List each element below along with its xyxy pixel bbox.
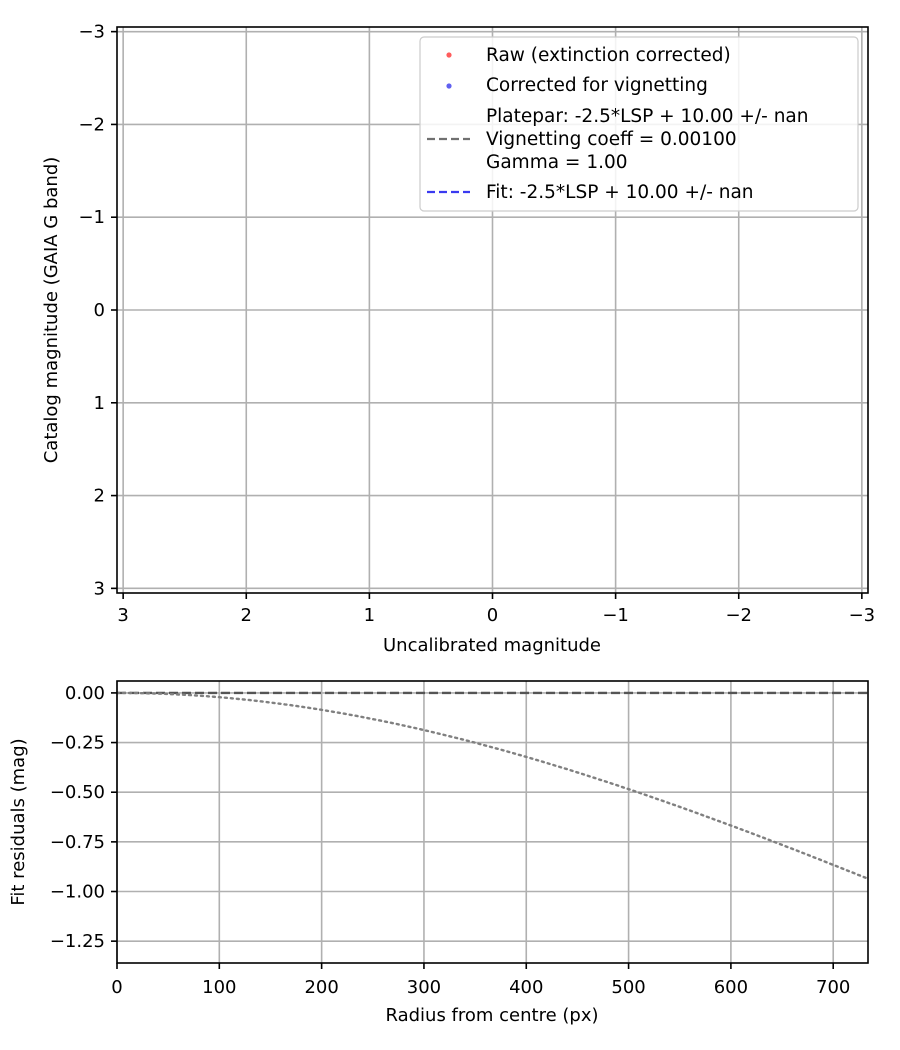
bottom-ytick-label: −1.00 xyxy=(50,882,105,903)
top-ytick-label: 0 xyxy=(94,300,105,321)
top-xtick-label: −2 xyxy=(725,605,752,626)
legend-label-gamma: Gamma = 1.00 xyxy=(486,152,628,173)
legend-marker-corrected xyxy=(446,83,452,89)
bottom-series xyxy=(115,691,868,880)
bottom-grid xyxy=(116,681,868,963)
bottom-xtick-label: 600 xyxy=(714,977,748,998)
top-xtick-label: 0 xyxy=(487,605,498,626)
top-xtick-label: 2 xyxy=(241,605,252,626)
vignetting-curve xyxy=(115,691,868,880)
bottom-xlabel: Radius from centre (px) xyxy=(385,1005,598,1026)
bottom-ytick-label: −0.25 xyxy=(50,733,105,754)
legend-label-raw: Raw (extinction corrected) xyxy=(486,45,731,66)
bottom-xtick-label: 400 xyxy=(509,977,543,998)
legend-label-corrected: Corrected for vignetting xyxy=(486,75,708,96)
legend-box xyxy=(419,36,859,212)
top-ytick-label: 1 xyxy=(94,393,105,414)
top-xlabel: Uncalibrated magnitude xyxy=(383,635,601,656)
bottom-ytick-label: −1.25 xyxy=(50,931,105,952)
top-xtick-label: −3 xyxy=(849,605,876,626)
legend-label-platepar: Platepar: -2.5*LSP + 10.00 +/- nan xyxy=(486,106,808,127)
top-ylabel: Catalog magnitude (GAIA G band) xyxy=(41,157,62,464)
top-xtick-label: 1 xyxy=(364,605,375,626)
bottom-ytick-label: −0.75 xyxy=(50,832,105,853)
bottom-xtick-label: 0 xyxy=(111,977,122,998)
legend-marker-raw xyxy=(446,52,452,58)
bottom-ticks: 0 100 200 300 400 500 600 700 0.00 −0.25 −0.50 −0.7… xyxy=(50,683,851,998)
top-ytick-label: −1 xyxy=(78,207,105,228)
bottom-ytick-label: 0.00 xyxy=(65,683,105,704)
top-ytick-label: −2 xyxy=(78,114,105,135)
bottom-xtick-label: 200 xyxy=(304,977,338,998)
bottom-xtick-label: 300 xyxy=(407,977,441,998)
bottom-ytick-label: −0.50 xyxy=(50,782,105,803)
top-ytick-label: 3 xyxy=(94,578,105,599)
legend-label-fit: Fit: -2.5*LSP + 10.00 +/- nan xyxy=(486,182,754,203)
bottom-plot-frame xyxy=(116,680,869,964)
top-ticks: 3 2 1 0 −1 −2 −3 −3 −2 −1 0 1 2 3 xyxy=(78,22,875,626)
bottom-xtick-label: 100 xyxy=(202,977,236,998)
bottom-xtick-label: 700 xyxy=(816,977,850,998)
top-ytick-label: 2 xyxy=(94,486,105,507)
legend: Raw (extinction corrected) Corrected for… xyxy=(419,36,859,212)
legend-label-vignetting: Vignetting coeff = 0.00100 xyxy=(486,129,737,150)
top-plot-frame xyxy=(116,26,869,594)
bottom-xtick-label: 500 xyxy=(611,977,645,998)
top-ytick-label: −3 xyxy=(78,22,105,43)
top-xtick-label: 3 xyxy=(117,605,128,626)
top-xtick-label: −1 xyxy=(602,605,629,626)
bottom-ylabel: Fit residuals (mag) xyxy=(8,738,29,905)
